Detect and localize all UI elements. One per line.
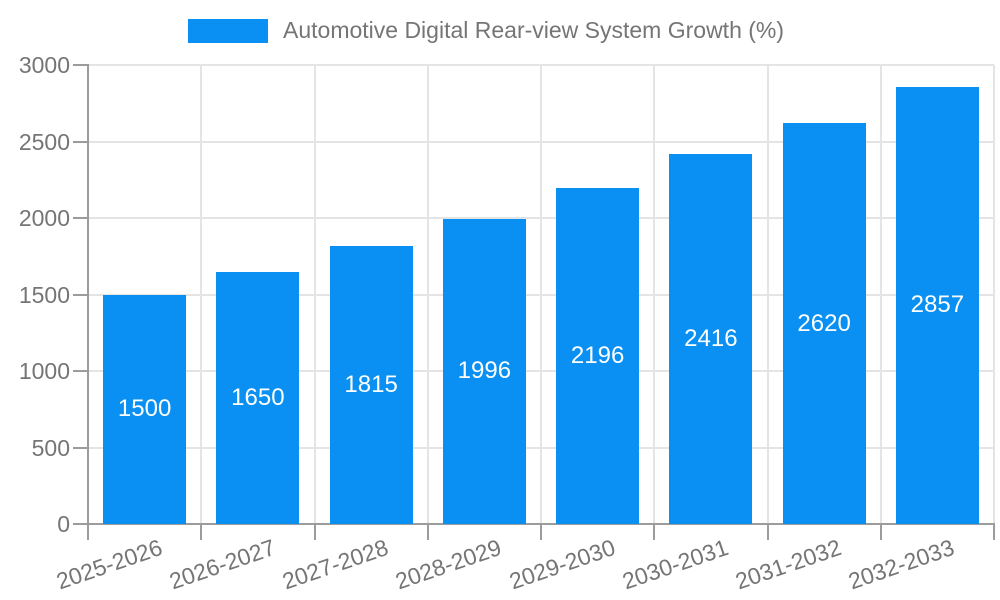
bar — [442, 218, 526, 524]
bar — [782, 123, 866, 524]
bar — [669, 154, 753, 524]
bar-value-label: 1500 — [117, 395, 172, 423]
x-axis-tick-mark — [766, 524, 769, 540]
x-axis-tick-mark — [426, 524, 429, 540]
bar — [216, 271, 300, 524]
bar-value-label: 2416 — [684, 325, 738, 353]
bar-value-label: 2857 — [910, 291, 965, 319]
v-gridline — [766, 65, 769, 524]
v-gridline — [993, 65, 995, 524]
bar — [103, 294, 187, 524]
bar — [329, 246, 413, 524]
y-tick-label: 3000 — [18, 52, 70, 78]
x-axis-tick-mark — [993, 524, 995, 540]
y-tick-label: 500 — [31, 434, 70, 461]
y-axis-tick-mark — [73, 293, 88, 296]
y-tick-label: 1000 — [18, 358, 70, 384]
bar-value-label: 1996 — [457, 357, 512, 385]
y-axis-tick-mark — [73, 64, 88, 66]
bar-value-label: 1650 — [231, 383, 285, 411]
v-gridline — [200, 65, 203, 524]
y-tick-label: 0 — [57, 511, 70, 537]
v-gridline — [879, 65, 882, 524]
y-tick-label: 2500 — [18, 128, 70, 155]
bar — [556, 188, 640, 524]
legend-label: Automotive Digital Rear-view System Grow… — [283, 17, 785, 43]
x-axis-tick-mark — [653, 524, 656, 540]
y-tick-label: 1500 — [18, 281, 70, 308]
v-gridline — [540, 65, 542, 524]
bar-value-label: 2196 — [570, 342, 625, 369]
y-axis-tick-mark — [73, 523, 88, 525]
x-axis — [87, 523, 995, 525]
x-axis-tick-mark — [540, 524, 542, 540]
y-axis — [87, 64, 89, 525]
y-axis-tick-mark — [73, 446, 88, 449]
y-tick-label: 2000 — [18, 205, 70, 231]
x-axis-tick-mark — [879, 524, 882, 540]
legend-swatch-icon — [188, 18, 268, 43]
bar — [895, 86, 979, 524]
y-axis-tick-mark — [73, 140, 88, 143]
y-axis-tick-mark — [73, 370, 88, 372]
x-axis-tick-mark — [313, 524, 316, 540]
v-gridline — [653, 65, 656, 524]
v-gridline — [313, 65, 316, 524]
y-axis-tick-mark — [73, 217, 88, 219]
bar-value-label: 1815 — [344, 371, 398, 399]
v-gridline — [426, 65, 429, 524]
x-axis-tick-mark — [87, 524, 89, 540]
x-axis-tick-mark — [200, 524, 203, 540]
chart-legend: Automotive Digital Rear-view System Grow… — [188, 17, 784, 44]
bar-value-label: 2620 — [797, 309, 851, 337]
